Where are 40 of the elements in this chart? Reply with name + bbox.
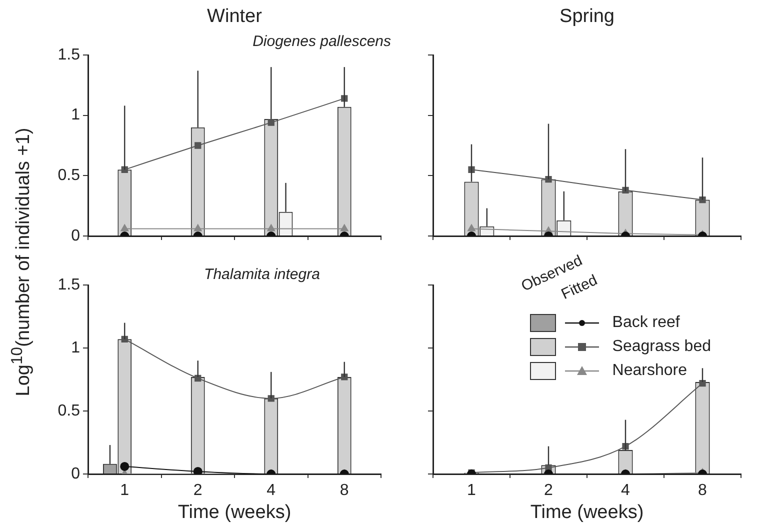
point — [268, 119, 274, 126]
y-tick-label: 1.5 — [58, 46, 80, 64]
point — [341, 374, 348, 380]
point — [194, 224, 202, 232]
chart-title: Spring — [560, 6, 614, 28]
y-tick-label: 1.5 — [58, 276, 80, 294]
point — [194, 374, 202, 382]
x-axis-title: Time (weeks) — [530, 502, 644, 524]
y-tick-label: 0 — [71, 465, 80, 482]
chart-subtitle: Thalamita integra — [204, 266, 320, 283]
point — [268, 395, 274, 402]
y-tick-label: 1 — [71, 339, 80, 356]
y-tick-label: 0.5 — [58, 402, 80, 420]
point — [194, 142, 202, 149]
point — [120, 224, 129, 232]
chart-subtitle: Diogenes pallescens — [252, 33, 391, 50]
point — [545, 176, 552, 183]
x-tick-label: 8 — [698, 482, 708, 500]
point — [340, 224, 348, 232]
legend-label: Back reef — [612, 314, 680, 332]
legend-label: Seagrass bed — [612, 338, 711, 356]
x-tick-label: 4 — [266, 482, 276, 500]
point — [699, 196, 706, 204]
x-tick-label: 8 — [340, 482, 349, 500]
y-tick-label: 0 — [71, 227, 80, 244]
point — [121, 336, 128, 343]
y-tick-label: 1 — [71, 106, 80, 124]
x-axis-title: Time (weeks) — [178, 502, 292, 524]
legend-label: Nearshore — [612, 362, 687, 380]
chart-title: Winter — [207, 6, 262, 28]
x-tick-label: 2 — [544, 482, 554, 500]
x-tick-label: 1 — [120, 482, 130, 500]
x-tick-label: 2 — [193, 482, 202, 500]
point — [468, 224, 476, 232]
point — [267, 224, 276, 232]
point — [121, 166, 128, 173]
x-tick-label: 1 — [467, 482, 476, 500]
y-tick-label: 0.5 — [58, 167, 80, 184]
x-tick-label: 4 — [621, 482, 630, 500]
point — [193, 466, 202, 474]
